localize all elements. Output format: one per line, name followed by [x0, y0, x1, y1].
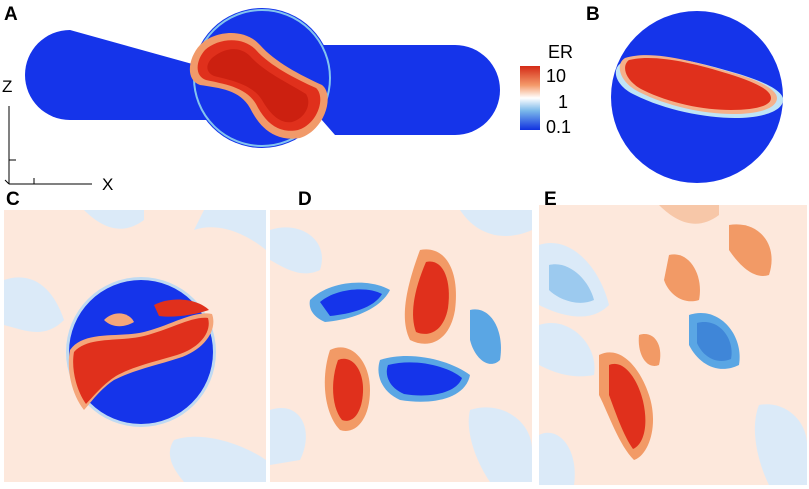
panel-a-field	[25, 8, 500, 148]
panel-c-field	[4, 210, 266, 482]
panel-d-red-region-2	[333, 358, 364, 421]
panel-c-high-er-region	[73, 317, 209, 404]
colorbar	[520, 66, 540, 130]
x-axis-label: X	[102, 175, 114, 194]
panel-label-c: C	[6, 189, 20, 210]
colorbar-title: ER	[548, 42, 574, 62]
panel-d-blue-region-1	[320, 289, 382, 316]
colorbar-tick-high: 10	[546, 66, 567, 86]
panel-label-a: A	[4, 4, 18, 25]
panel-b-field	[611, 11, 784, 183]
z-axis-label: Z	[2, 77, 13, 96]
panel-a-right-lobe	[300, 45, 500, 135]
panel-e-red-region	[609, 363, 646, 449]
panel-label-d: D	[298, 189, 312, 210]
panel-d-field	[270, 210, 532, 482]
colorbar-tick-mid: 1	[558, 92, 569, 112]
axis-indicator	[4, 106, 92, 185]
panel-d-red-region-1	[413, 261, 449, 334]
panel-a-left-lobe	[25, 30, 250, 120]
panel-e-field	[539, 205, 807, 485]
panel-d-blue-region-2	[386, 362, 462, 396]
panel-e-blue-region	[697, 321, 732, 362]
colorbar-tick-low: 0.1	[546, 117, 572, 137]
panel-b-high-er-region	[625, 57, 771, 110]
panel-label-b: B	[586, 4, 600, 25]
panel-label-e: E	[544, 189, 557, 210]
